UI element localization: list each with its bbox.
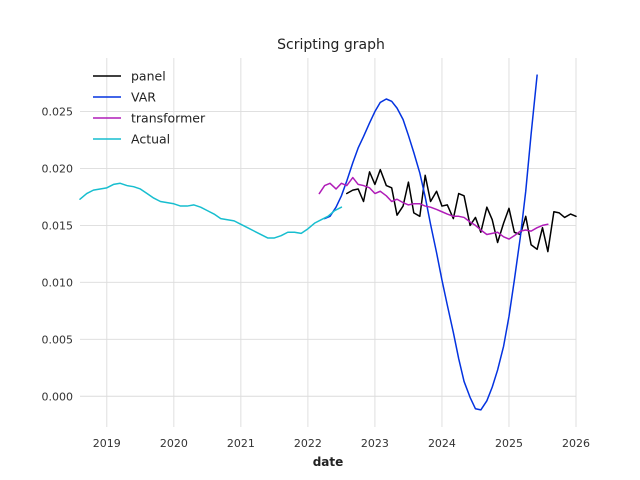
y-tick-label: 0.010	[42, 276, 74, 289]
y-tick-label: 0.005	[42, 333, 74, 346]
series-line-var	[323, 74, 538, 411]
grid-lines	[80, 58, 577, 427]
x-tick-label: 2023	[361, 437, 389, 450]
x-tick-label: 2020	[160, 437, 188, 450]
x-tick-label: 2022	[294, 437, 322, 450]
legend-label-panel: panel	[131, 69, 166, 84]
x-tick-label: 2026	[562, 437, 590, 450]
y-axis-ticks: 0.000 0.005 0.010 0.015 0.020 0.025	[42, 106, 74, 404]
y-tick-label: 0.000	[42, 390, 74, 403]
series-line-panel	[346, 168, 577, 253]
chart-title: Scripting graph	[277, 37, 385, 53]
y-tick-label: 0.020	[42, 162, 74, 175]
legend-label-var: VAR	[131, 90, 156, 105]
x-axis-label: date	[313, 455, 344, 469]
legend-label-actual: Actual	[131, 132, 170, 147]
legend: panel VAR transformer Actual	[93, 69, 206, 147]
y-tick-label: 0.015	[42, 219, 74, 232]
x-axis-ticks: 2019 2020 2021 2022 2023 2024 2025 2026	[93, 437, 590, 450]
x-tick-label: 2019	[93, 437, 121, 450]
y-tick-label: 0.025	[42, 106, 74, 119]
x-tick-label: 2025	[495, 437, 523, 450]
series-line-actual	[79, 182, 343, 239]
legend-label-transformer: transformer	[131, 111, 206, 126]
x-tick-label: 2024	[428, 437, 456, 450]
series-lines	[79, 74, 577, 411]
x-tick-label: 2021	[227, 437, 255, 450]
series-line-transformer	[318, 176, 549, 240]
